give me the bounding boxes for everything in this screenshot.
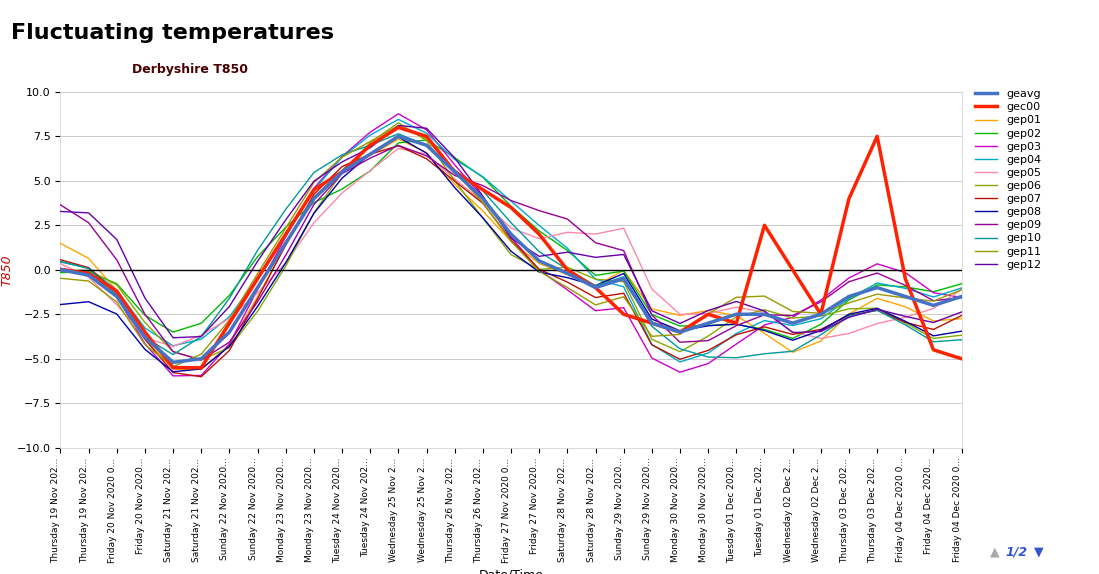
Text: ▼: ▼ — [1034, 546, 1043, 559]
Text: Fluctuating temperatures: Fluctuating temperatures — [11, 23, 334, 43]
X-axis label: Date/Time: Date/Time — [478, 569, 544, 574]
Text: ▲: ▲ — [990, 546, 999, 559]
Legend: geavg, gec00, gep01, gep02, gep03, gep04, gep05, gep06, gep07, gep08, gep09, gep: geavg, gec00, gep01, gep02, gep03, gep04… — [970, 85, 1046, 274]
Text: Derbyshire T850: Derbyshire T850 — [132, 63, 248, 76]
Y-axis label: T850: T850 — [1, 254, 14, 286]
Text: 1/2: 1/2 — [1006, 546, 1028, 559]
